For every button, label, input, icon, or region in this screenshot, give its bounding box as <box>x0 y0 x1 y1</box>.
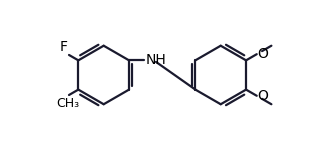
Text: NH: NH <box>145 53 166 67</box>
Text: CH₃: CH₃ <box>57 97 80 110</box>
Text: O: O <box>257 47 268 61</box>
Text: O: O <box>257 89 268 103</box>
Text: F: F <box>59 40 67 54</box>
